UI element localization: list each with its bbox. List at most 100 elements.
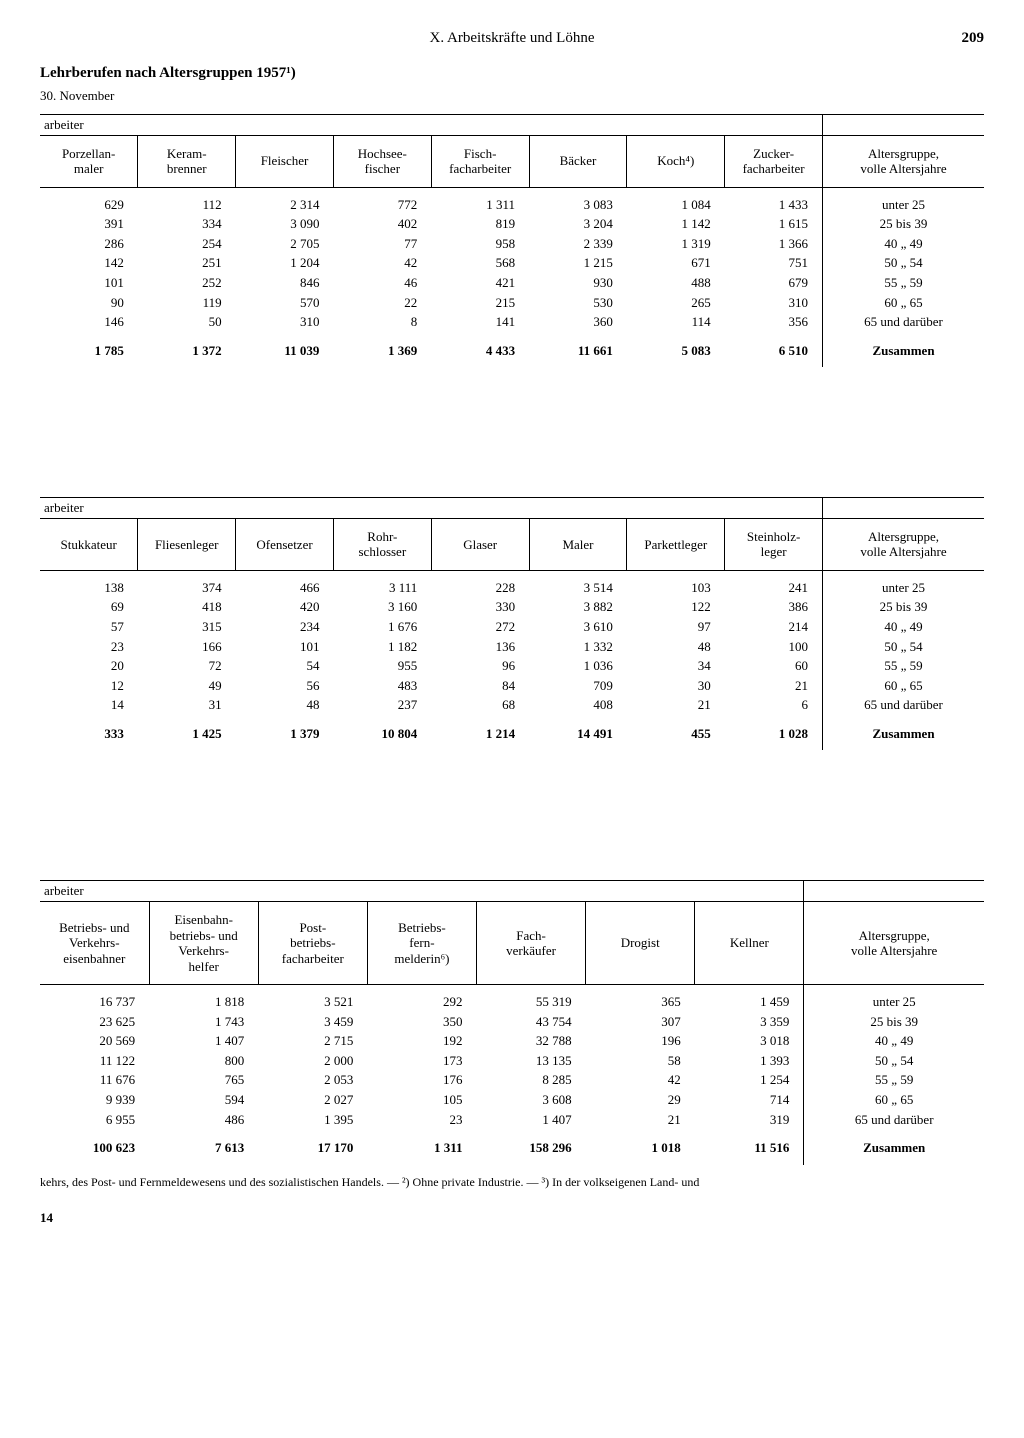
column-header: Fisch-facharbeiter <box>431 135 529 187</box>
row-label-header: Altersgruppe,volle Altersjahre <box>823 518 985 570</box>
table-cell: 21 <box>627 695 725 715</box>
table-cell: 8 <box>333 312 431 332</box>
table-cell: 310 <box>236 312 334 332</box>
table-cell: 3 882 <box>529 597 627 617</box>
table-cell: 421 <box>431 273 529 293</box>
table-cell: 90 <box>40 293 138 313</box>
table-cell: 679 <box>725 273 823 293</box>
table-cell: 1 676 <box>333 617 431 637</box>
row-label: 60 „ 65 <box>823 676 985 696</box>
table-cell: 56 <box>236 676 334 696</box>
table-cell: 1 393 <box>695 1051 804 1071</box>
table-cell: 60 <box>725 656 823 676</box>
table-cell: 11 122 <box>40 1051 149 1071</box>
table-cell: 103 <box>627 578 725 598</box>
table-cell: 114 <box>627 312 725 332</box>
table-cell: 307 <box>586 1012 695 1032</box>
table-cell: 2 715 <box>258 1031 367 1051</box>
total-label: Zusammen <box>823 332 985 368</box>
table-cell: 310 <box>725 293 823 313</box>
table-cell: 42 <box>586 1070 695 1090</box>
table-cell: 77 <box>333 234 431 254</box>
table-cell: 3 514 <box>529 578 627 598</box>
table-row: 1012528464642193048867955 „ 59 <box>40 273 984 293</box>
table-cell: 105 <box>367 1090 476 1110</box>
table-cell: 97 <box>627 617 725 637</box>
row-label: 55 „ 59 <box>823 656 985 676</box>
table-cell: 2 339 <box>529 234 627 254</box>
table-cell: 68 <box>431 695 529 715</box>
row-label: 65 und darüber <box>823 312 985 332</box>
table-cell: 6 955 <box>40 1110 149 1130</box>
table-cell: 84 <box>431 676 529 696</box>
table-cell: 21 <box>725 676 823 696</box>
table-cell: 1 743 <box>149 1012 258 1032</box>
table-cell: 365 <box>586 992 695 1012</box>
table-cell: 72 <box>138 656 236 676</box>
total-cell: 1 372 <box>138 332 236 368</box>
table-cell: 3 111 <box>333 578 431 598</box>
table-cell: 360 <box>529 312 627 332</box>
table-cell: 58 <box>586 1051 695 1071</box>
total-cell: 11 516 <box>695 1129 804 1165</box>
table-cell: 176 <box>367 1070 476 1090</box>
table-cell: 1 254 <box>695 1070 804 1090</box>
table-cell: 252 <box>138 273 236 293</box>
group-header: arbeiter <box>40 881 804 902</box>
table-cell: 1 036 <box>529 656 627 676</box>
column-header: Betriebs-fern-melderin⁶) <box>367 901 476 984</box>
total-cell: 1 311 <box>367 1129 476 1165</box>
total-cell: 4 433 <box>431 332 529 368</box>
table-cell: 819 <box>431 214 529 234</box>
table-cell: 570 <box>236 293 334 313</box>
table-row: 694184203 1603303 88212238625 bis 39 <box>40 597 984 617</box>
table-cell: 21 <box>586 1110 695 1130</box>
table-cell: 16 737 <box>40 992 149 1012</box>
table-cell: 23 <box>40 637 138 657</box>
row-label: 25 bis 39 <box>823 597 985 617</box>
column-header: Steinholz-leger <box>725 518 823 570</box>
total-cell: 11 661 <box>529 332 627 368</box>
page-header: X. Arbeitskräfte und Löhne 209 <box>40 30 984 47</box>
subtitle: 30. November <box>40 88 984 104</box>
table-cell: 374 <box>138 578 236 598</box>
table-cell: 2 314 <box>236 195 334 215</box>
table-cell: 142 <box>40 253 138 273</box>
row-label: 25 bis 39 <box>823 214 985 234</box>
row-label: 50 „ 54 <box>823 253 985 273</box>
section-title: Lehrberufen nach Altersgruppen 1957¹) <box>40 65 984 82</box>
table-cell: 32 788 <box>477 1031 586 1051</box>
row-label: unter 25 <box>804 992 984 1012</box>
row-label: unter 25 <box>823 578 985 598</box>
table-cell: 69 <box>40 597 138 617</box>
table-cell: 22 <box>333 293 431 313</box>
table-cell: 23 625 <box>40 1012 149 1032</box>
total-cell: 14 491 <box>529 715 627 751</box>
data-table: arbeiterBetriebs- undVerkehrs-eisenbahne… <box>40 880 984 1164</box>
table-cell: 765 <box>149 1070 258 1090</box>
table-cell: 31 <box>138 695 236 715</box>
chapter-title: X. Arbeitskräfte und Löhne <box>430 30 595 47</box>
table-row: 1422511 204425681 21567175150 „ 54 <box>40 253 984 273</box>
row-label: 40 „ 49 <box>823 617 985 637</box>
column-header: Rohr-schlosser <box>333 518 431 570</box>
table-cell: 234 <box>236 617 334 637</box>
table-cell: 483 <box>333 676 431 696</box>
total-row: 1 7851 37211 0391 3694 43311 6615 0836 5… <box>40 332 984 368</box>
table-row: 1431482376840821665 und darüber <box>40 695 984 715</box>
table-cell: 286 <box>40 234 138 254</box>
table-cell: 420 <box>236 597 334 617</box>
table-row: 14650310814136011435665 und darüber <box>40 312 984 332</box>
table-cell: 42 <box>333 253 431 273</box>
table-cell: 9 939 <box>40 1090 149 1110</box>
table-cell: 57 <box>40 617 138 637</box>
table-cell: 846 <box>236 273 334 293</box>
table-cell: 8 285 <box>477 1070 586 1090</box>
row-label: 65 und darüber <box>804 1110 984 1130</box>
total-cell: 1 379 <box>236 715 334 751</box>
table-cell: 1 433 <box>725 195 823 215</box>
table-cell: 930 <box>529 273 627 293</box>
table-cell: 2 000 <box>258 1051 367 1071</box>
table-cell: 350 <box>367 1012 476 1032</box>
total-row: 100 6237 61317 1701 311158 2961 01811 51… <box>40 1129 984 1165</box>
